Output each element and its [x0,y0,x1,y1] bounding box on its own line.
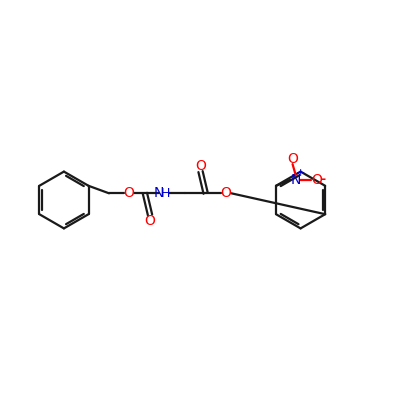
Text: N: N [154,186,164,200]
Text: N: N [290,173,301,187]
Text: H: H [161,187,170,200]
Text: O: O [195,159,206,173]
Text: O: O [145,214,156,228]
Text: +: + [296,168,305,178]
Text: O: O [287,152,298,166]
Text: O: O [123,186,134,200]
Text: O: O [221,186,232,200]
Text: O: O [311,173,322,187]
Text: -: - [321,173,326,186]
